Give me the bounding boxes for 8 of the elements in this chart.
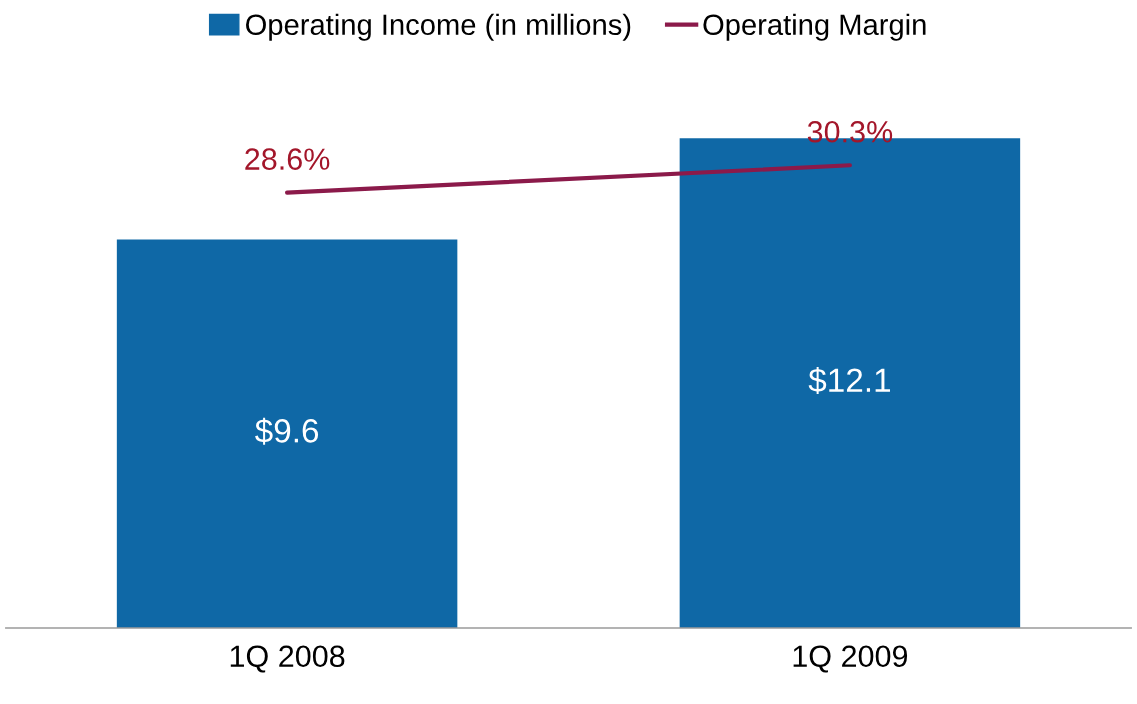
legend-label: Operating Margin <box>703 13 926 41</box>
x-tick-label: 1Q 2009 <box>793 645 908 673</box>
data-label: $9.6 <box>255 417 319 445</box>
data-label: 28.6% <box>245 148 330 170</box>
data-label: 30.3% <box>807 120 893 143</box>
legend-label: Operating Income (in millions) <box>246 13 631 41</box>
data-label: $12.1 <box>808 367 890 395</box>
x-tick-label: 1Q 2008 <box>230 645 345 673</box>
